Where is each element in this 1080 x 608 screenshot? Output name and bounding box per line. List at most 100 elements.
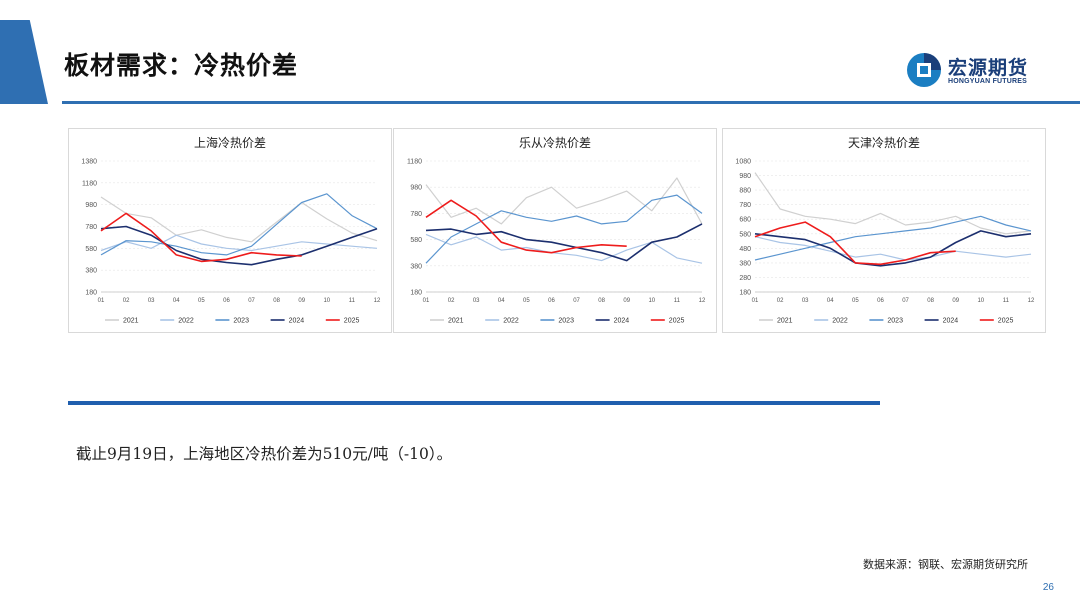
x-tick-label: 10: [323, 298, 330, 304]
x-tick-label: 11: [674, 298, 681, 304]
y-tick-label: 680: [739, 217, 751, 224]
chart-title: 天津冷热价差: [848, 136, 920, 150]
y-tick-label: 180: [739, 290, 751, 297]
corner-accent: [0, 20, 48, 104]
chart-panel-lecong: 乐从冷热价差 180 380 580 780 980 1180 01 02 03 04 05 06 07 0…: [393, 128, 717, 333]
x-tick-label: 01: [752, 298, 759, 304]
x-tick-label: 09: [298, 298, 305, 304]
y-tick-label: 880: [739, 188, 751, 195]
legend-label: 2024: [614, 318, 630, 325]
x-tick-label: 02: [123, 298, 130, 304]
x-tick-label: 03: [148, 298, 155, 304]
y-tick-label: 780: [85, 224, 97, 231]
x-tick-label: 07: [573, 298, 580, 304]
legend-label: 2023: [233, 318, 249, 325]
legend-label: 2023: [887, 318, 903, 325]
x-tick-label: 07: [248, 298, 255, 304]
y-tick-label: 180: [410, 290, 422, 297]
x-tick-label: 10: [977, 298, 984, 304]
series-line-2023: [100, 193, 378, 256]
section-divider: [68, 401, 880, 405]
series-line-2024: [100, 225, 378, 266]
y-tick-label: 280: [739, 275, 751, 282]
y-tick-label: 380: [85, 268, 97, 275]
y-tick-label: 580: [739, 231, 751, 238]
legend-label: 2023: [558, 318, 574, 325]
legend-label: 2022: [503, 318, 519, 325]
legend-label: 2022: [178, 318, 194, 325]
x-tick-label: 05: [852, 298, 859, 304]
chart-panel-shanghai: 上海冷热价差 180 380 580 780 980 1180 1380 01 02 03 04 05 0…: [68, 128, 392, 333]
x-tick-label: 02: [448, 298, 455, 304]
x-tick-label: 02: [777, 298, 784, 304]
series-line-2022: [754, 236, 1032, 261]
logo-text: 宏源期货: [948, 57, 1029, 79]
chart-lecong: 乐从冷热价差 180 380 580 780 980 1180 01 02 03 04 05 06 07 0…: [407, 136, 706, 325]
series-line-2023: [425, 194, 703, 264]
legend-label: 2021: [448, 318, 464, 325]
x-tick-label: 11: [349, 298, 356, 304]
x-tick-label: 12: [699, 298, 706, 304]
series-line-2025: [100, 212, 302, 263]
page-title: 板材需求：冷热价差: [64, 51, 299, 80]
x-tick-label: 01: [423, 298, 430, 304]
legend-label: 2021: [777, 318, 793, 325]
series-line-2021: [100, 196, 378, 243]
x-tick-label: 06: [223, 298, 230, 304]
y-tick-label: 1380: [81, 159, 97, 166]
series-line-2022: [425, 233, 703, 264]
x-tick-label: 10: [648, 298, 655, 304]
series-line-2023: [754, 215, 1032, 261]
y-tick-label: 980: [410, 185, 422, 192]
legend-label: 2022: [832, 318, 848, 325]
logo-subtext: HONGYUAN FUTURES: [948, 78, 1028, 85]
y-tick-label: 1180: [82, 180, 97, 187]
y-tick-label: 580: [410, 237, 422, 244]
x-tick-label: 11: [1003, 298, 1010, 304]
chart-shanghai: 上海冷热价差 180 380 580 780 980 1180 1380 01 02 03 04 05 0…: [81, 135, 381, 325]
chart-panel-tianjin: 天津冷热价差 180 280 380 480 580 680 780 880 980 1080 01 0…: [722, 128, 1046, 333]
x-tick-label: 05: [198, 298, 205, 304]
legend-label: 2021: [123, 318, 139, 325]
y-tick-label: 380: [410, 263, 422, 270]
chart-title: 上海冷热价差: [194, 135, 266, 150]
company-logo: 宏源期货 HONGYUAN FUTURES: [906, 50, 1046, 90]
x-tick-label: 08: [598, 298, 605, 304]
x-tick-label: 08: [273, 298, 280, 304]
x-tick-label: 04: [498, 298, 505, 304]
legend-label: 2025: [998, 318, 1014, 325]
y-tick-label: 380: [739, 260, 751, 267]
series-line-2025: [425, 199, 627, 254]
series-line-2021: [754, 172, 1032, 235]
chart-title: 乐从冷热价差: [519, 136, 591, 150]
x-tick-label: 07: [902, 298, 909, 304]
y-tick-label: 780: [739, 202, 751, 209]
y-tick-label: 980: [739, 173, 751, 180]
header-divider: [62, 101, 1080, 104]
y-tick-label: 1180: [407, 159, 422, 166]
y-tick-label: 980: [85, 202, 97, 209]
x-tick-label: 03: [802, 298, 809, 304]
x-tick-label: 12: [1028, 298, 1035, 304]
series-line-2024: [425, 223, 703, 262]
y-tick-label: 1080: [735, 159, 751, 166]
legend-label: 2024: [289, 318, 305, 325]
x-tick-label: 05: [523, 298, 530, 304]
x-tick-label: 04: [173, 298, 180, 304]
x-tick-label: 09: [952, 298, 959, 304]
y-tick-label: 480: [739, 246, 751, 253]
commentary-text: 截止9月19日，上海地区冷热价差为510元/吨（-10）。: [76, 445, 453, 463]
logo-mark-icon: [907, 53, 941, 87]
series-line-2024: [754, 230, 1032, 267]
y-tick-label: 780: [410, 211, 422, 218]
x-tick-label: 12: [374, 298, 381, 304]
y-tick-label: 180: [85, 290, 97, 297]
data-source: 数据来源：钢联、宏源期货研究所: [863, 558, 1028, 571]
x-tick-label: 06: [548, 298, 555, 304]
x-tick-label: 01: [98, 298, 105, 304]
chart-tianjin: 天津冷热价差 180 280 380 480 580 680 780 880 980 1080 01 0…: [735, 136, 1035, 325]
legend-label: 2024: [943, 318, 959, 325]
legend-label: 2025: [669, 318, 685, 325]
x-tick-label: 03: [473, 298, 480, 304]
page-number: 26: [1042, 582, 1054, 593]
